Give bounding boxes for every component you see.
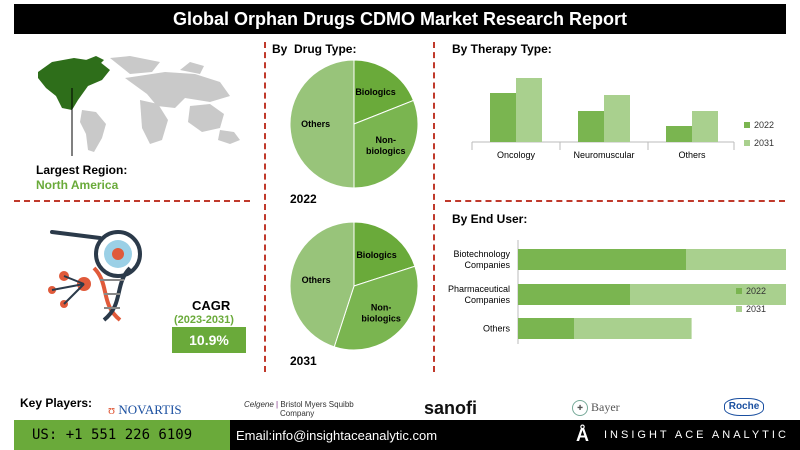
pie-label-biologics: Biologics [355, 87, 396, 97]
largest-region-label: Largest Region: [36, 163, 128, 177]
legend-label-2022: 2022 [754, 120, 774, 130]
footer-phone: US: +1 551 226 6109 [14, 420, 230, 450]
legend-label-2031: 2031 [746, 304, 766, 314]
bar-others-2031 [692, 111, 718, 142]
page-title: Global Orphan Drugs CDMO Market Research… [14, 4, 786, 34]
dna-illustration [48, 230, 142, 322]
world-map [38, 56, 240, 156]
bayer-cross-icon: ✚ [572, 400, 588, 417]
end-user-chart: BiotechnologyCompaniesPharmaceuticalComp… [448, 240, 786, 344]
pie-slice-non-biologics [353, 99, 419, 189]
legend-swatch-2031 [736, 306, 742, 312]
pie-slice-others [289, 59, 355, 189]
bar-pharmaceutical-companies-2031 [630, 284, 786, 305]
footer-brand: INSIGHT ACE ANALYTIC [604, 429, 789, 441]
roche-logo: Roche [724, 398, 764, 416]
brand-logo-icon: Å [576, 425, 589, 445]
y-tick-label: Companies [464, 260, 510, 270]
bar-neuromuscular-2022 [578, 111, 604, 142]
x-tick-label: Neuromuscular [573, 150, 634, 160]
therapy-type-title: By Therapy Type: [452, 42, 552, 56]
largest-region-value: North America [36, 178, 119, 192]
end-user-title: By End User: [452, 212, 528, 226]
x-tick-label: Oncology [497, 150, 536, 160]
legend-label-2022: 2022 [746, 286, 766, 296]
south-america-shape [80, 110, 106, 152]
y-tick-label: Companies [464, 295, 510, 305]
bar-oncology-2031 [516, 78, 542, 142]
bar-oncology-2022 [490, 93, 516, 142]
magnifier-handle [50, 230, 102, 240]
key-players-label: Key Players: [20, 396, 93, 410]
bar-others-2022 [666, 126, 692, 142]
drug-type-title: By Drug Type: [272, 42, 357, 56]
bar-others-2022 [518, 318, 574, 339]
y-tick-label: Pharmaceutical [448, 284, 510, 294]
novartis-logo: ʊ NOVARTIS [108, 402, 182, 417]
footer: US: +1 551 226 6109 Email:info@insightac… [0, 420, 800, 450]
celgene-bms-logo: Celgene | Bristol Myers Squibb Company [244, 400, 354, 418]
pie-label-others: Others [301, 119, 330, 129]
pie-slice-others [289, 221, 355, 348]
pie-slice-biologics [353, 221, 416, 287]
pie-slice-non-biologics [333, 265, 419, 351]
bar-others-2031 [574, 318, 692, 339]
bayer-logo: ✚ Bayer [572, 400, 620, 417]
sanofi-logo: sanofi [424, 398, 478, 418]
x-tick-label: Others [678, 150, 706, 160]
pie-label-non-biologics: Non- [371, 303, 392, 313]
bar-biotechnology-companies-2022 [518, 249, 686, 270]
pie-label-non-biologics: biologics [361, 314, 401, 324]
novartis-flame-icon: ʊ [108, 402, 119, 417]
cagr-period: (2023-2031) [174, 314, 234, 326]
pie-label-non-biologics: Non- [376, 135, 397, 145]
therapy-type-chart: Oncology Neuromuscular Others 2022 2031 [471, 78, 774, 160]
legend-label-2031: 2031 [754, 138, 774, 148]
divider-region [14, 200, 250, 202]
cagr-value: 10.9% [172, 327, 246, 353]
divider-enduser [445, 200, 785, 202]
bar-biotechnology-companies-2031 [686, 249, 786, 270]
pie-slice-biologics [353, 59, 415, 125]
pie-label-biologics: Biologics [356, 250, 397, 260]
y-tick-label: Others [483, 324, 511, 334]
divider-right [433, 42, 435, 372]
footer-contact-bar: Email:info@insightaceanalytic.com Å INSI… [230, 420, 800, 450]
pie-chart-2031: Biologics Non-biologics Others [289, 221, 419, 351]
map-landmass [110, 56, 240, 144]
y-tick-label: Biotechnology [453, 249, 510, 259]
north-america-highlight [38, 56, 110, 110]
pie-label-non-biologics: biologics [366, 146, 406, 156]
footer-email: Email:info@insightaceanalytic.com [236, 428, 438, 443]
pie-2022-year: 2022 [290, 192, 317, 206]
pie-2031-year: 2031 [290, 354, 317, 368]
cagr-label: CAGR [192, 298, 231, 313]
divider-left [264, 42, 266, 372]
bar-neuromuscular-2031 [604, 95, 630, 142]
bar-pharmaceutical-companies-2022 [518, 284, 630, 305]
pie-chart-2022: Biologics Non-biologics Others [289, 59, 419, 189]
legend-swatch-2031 [744, 140, 750, 146]
legend-swatch-2022 [744, 122, 750, 128]
legend-swatch-2022 [736, 288, 742, 294]
pie-label-others: Others [302, 275, 331, 285]
